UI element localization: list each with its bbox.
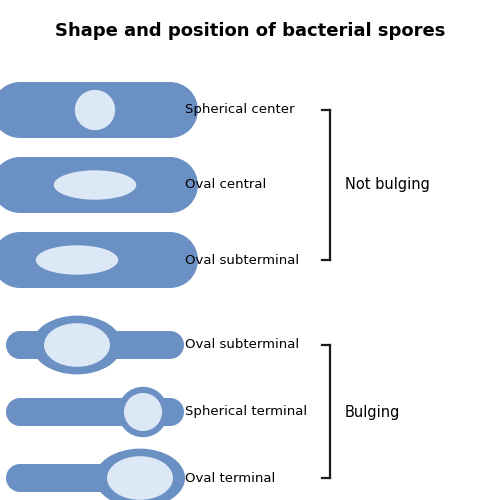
- Text: Bulging: Bulging: [345, 404, 401, 419]
- Circle shape: [0, 157, 48, 213]
- Ellipse shape: [107, 456, 173, 500]
- Circle shape: [156, 331, 184, 359]
- Circle shape: [156, 398, 184, 426]
- Text: Spherical terminal: Spherical terminal: [185, 406, 307, 418]
- Bar: [20, 82, 170, 138]
- Ellipse shape: [95, 448, 185, 500]
- Circle shape: [142, 232, 198, 288]
- Bar: [20, 157, 170, 213]
- Circle shape: [156, 464, 184, 492]
- Circle shape: [6, 331, 34, 359]
- Text: Not bulging: Not bulging: [345, 178, 430, 192]
- Circle shape: [75, 90, 115, 130]
- Circle shape: [142, 82, 198, 138]
- Ellipse shape: [32, 316, 122, 374]
- Text: Oval subterminal: Oval subterminal: [185, 254, 299, 266]
- Circle shape: [6, 398, 34, 426]
- Bar: [20, 398, 170, 426]
- Text: Spherical center: Spherical center: [185, 104, 294, 117]
- Text: Oval subterminal: Oval subterminal: [185, 338, 299, 351]
- Bar: [20, 232, 170, 288]
- Circle shape: [0, 82, 48, 138]
- Circle shape: [142, 157, 198, 213]
- Ellipse shape: [36, 246, 118, 274]
- Text: Oval terminal: Oval terminal: [185, 472, 275, 484]
- Bar: [20, 464, 170, 492]
- Ellipse shape: [118, 387, 168, 437]
- Text: Oval central: Oval central: [185, 178, 266, 192]
- Bar: [20, 331, 170, 359]
- Circle shape: [0, 232, 48, 288]
- Ellipse shape: [44, 323, 110, 367]
- Ellipse shape: [124, 393, 162, 431]
- Circle shape: [6, 464, 34, 492]
- Ellipse shape: [54, 170, 136, 200]
- Text: Shape and position of bacterial spores: Shape and position of bacterial spores: [55, 22, 445, 40]
